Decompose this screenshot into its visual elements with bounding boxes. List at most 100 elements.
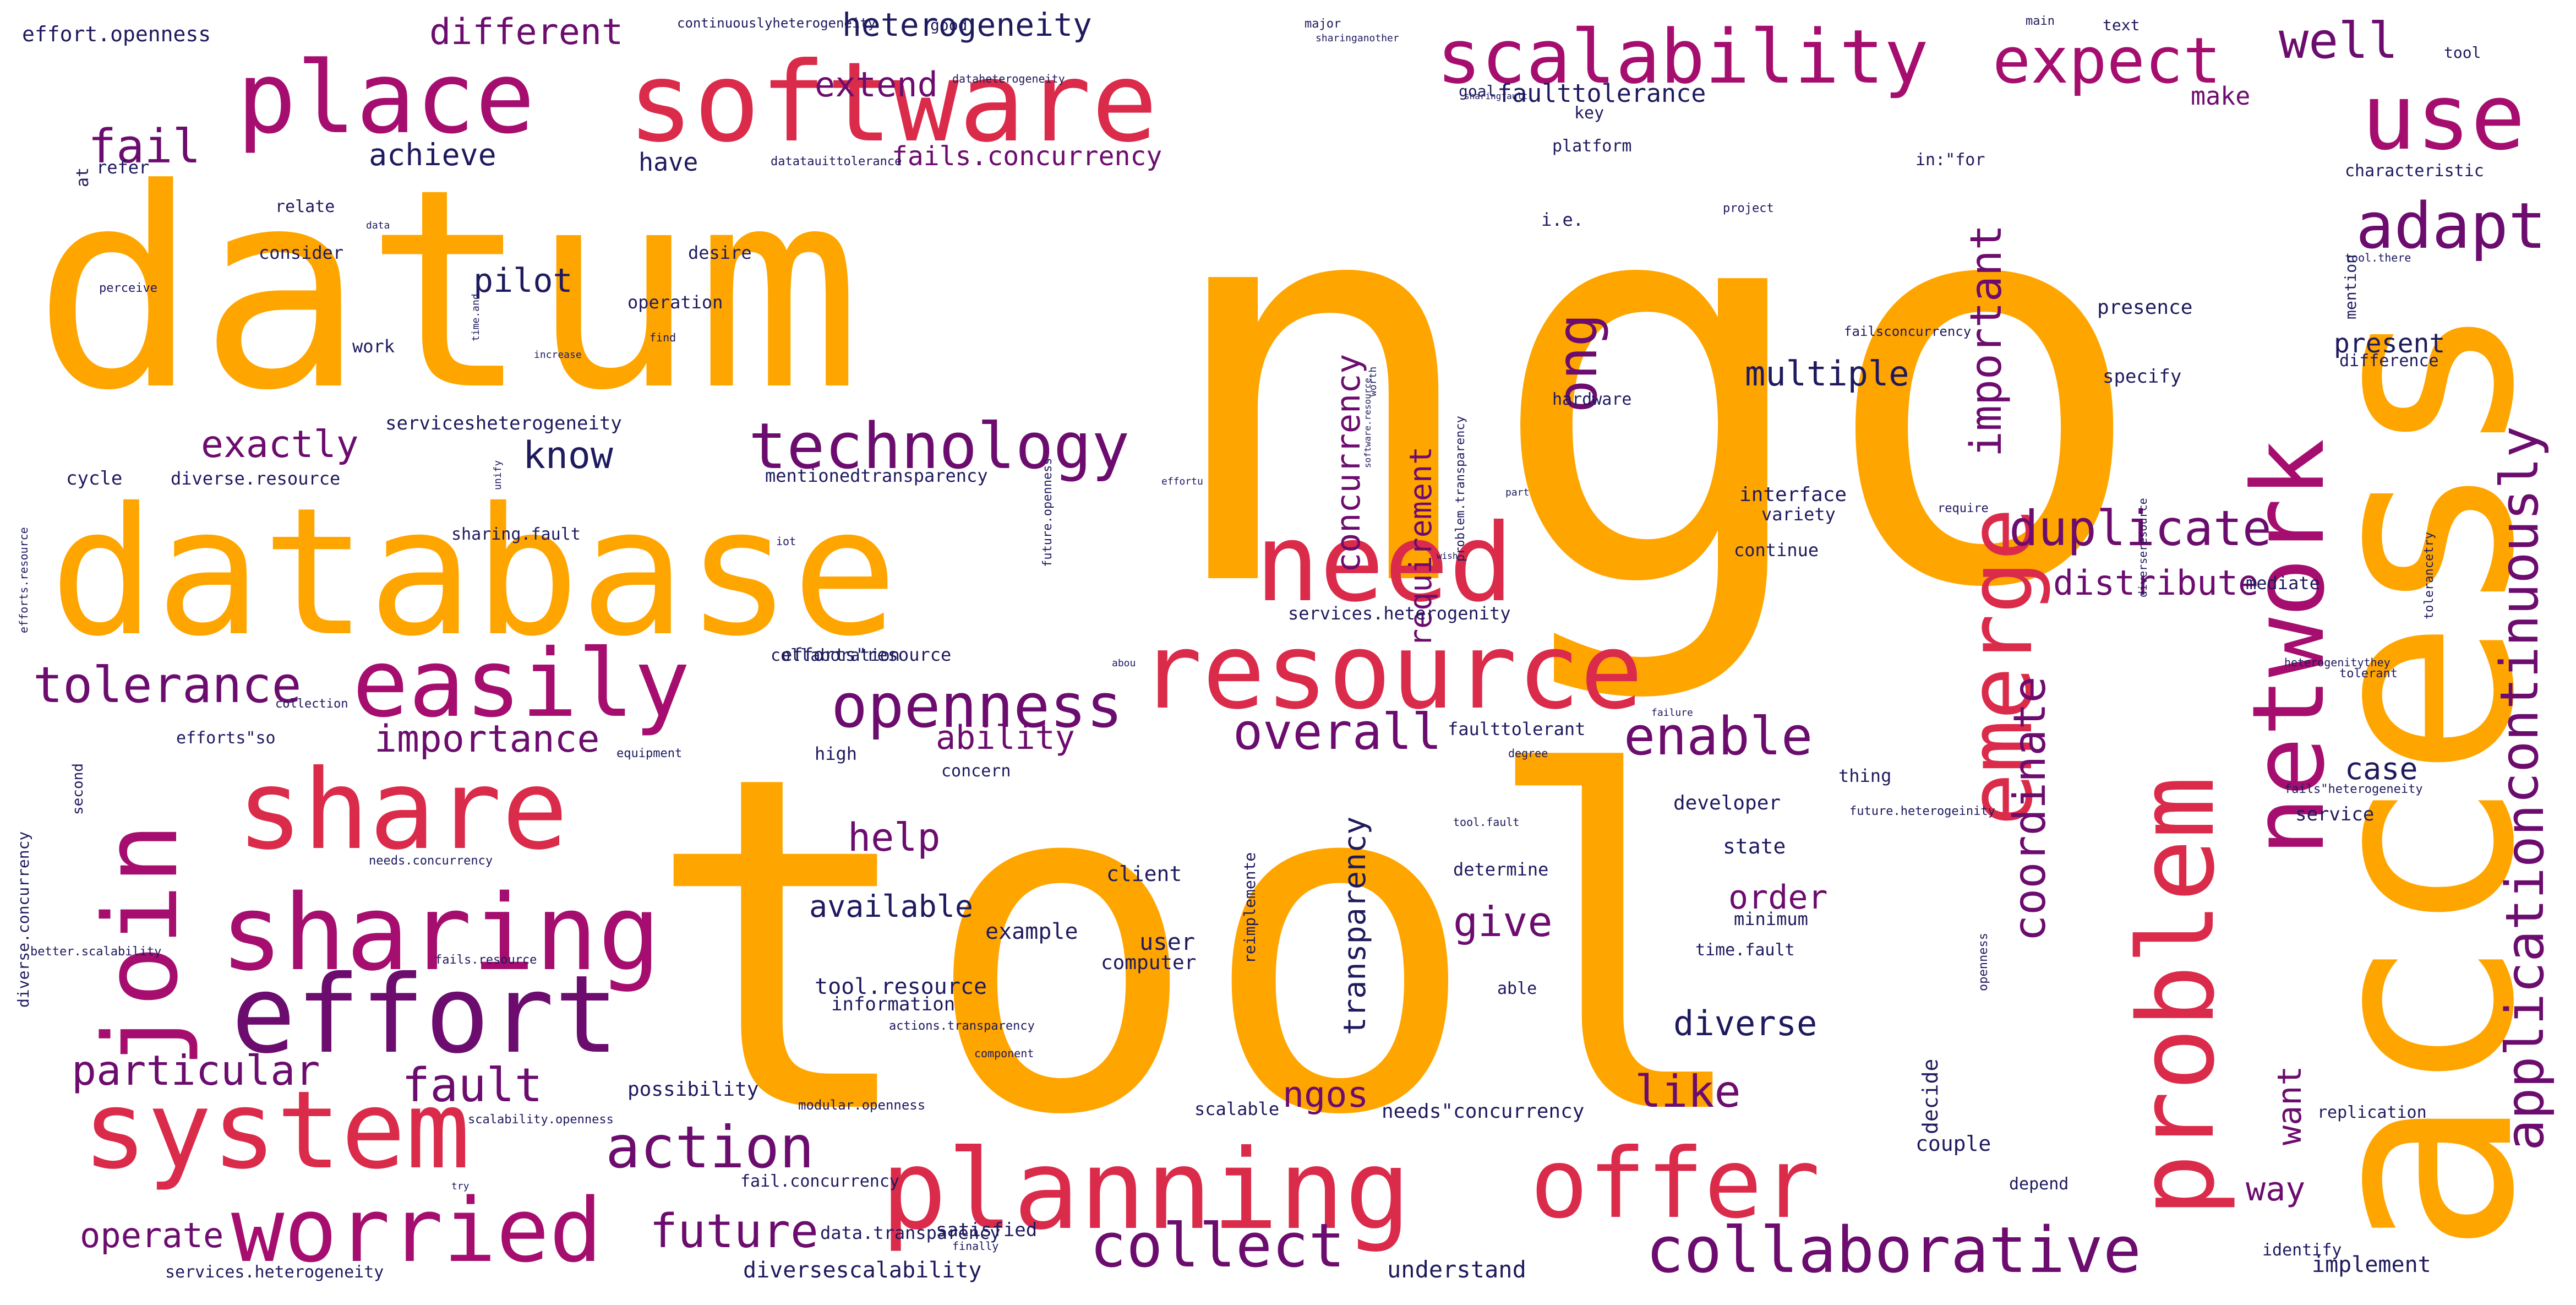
cloud-word: future (650, 1204, 818, 1259)
cloud-word: problem (2116, 776, 2237, 1217)
cloud-word: heterogenitythey (2284, 656, 2391, 669)
cloud-word: efforts"so (176, 728, 276, 748)
cloud-word: specify (2103, 366, 2181, 388)
cloud-word: fail (88, 119, 201, 174)
cloud-word: effortu (1161, 476, 1203, 487)
cloud-word: share (237, 746, 568, 874)
cloud-word: resource (1139, 611, 1643, 732)
cloud-word: efforts"resource (782, 644, 951, 665)
cloud-word: diverse (1673, 1003, 1817, 1043)
cloud-word: component (974, 1047, 1034, 1060)
cloud-word: technology (749, 410, 1129, 483)
cloud-word: cycle (66, 467, 122, 490)
cloud-word: fault (402, 1058, 543, 1113)
cloud-word: adapt (2356, 189, 2546, 263)
cloud-word: mention (2342, 254, 2360, 319)
cloud-word: major (1305, 17, 1341, 31)
cloud-word: relate (275, 197, 335, 216)
cloud-word: join (81, 823, 200, 1068)
cloud-word: sharingfault (1464, 91, 1528, 101)
cloud-word: heterogeneity (842, 6, 1092, 44)
cloud-word: operation (627, 292, 723, 313)
cloud-word: mentionedtransparency (765, 465, 988, 486)
cloud-word: fail.concurrency (740, 1172, 899, 1191)
cloud-word: openness (1977, 933, 1990, 991)
cloud-word: fails.concurrency (892, 141, 1162, 172)
cloud-word: efforts.resource (17, 527, 30, 633)
cloud-word: overall (1233, 703, 1442, 761)
cloud-word: effort (231, 952, 619, 1077)
cloud-word: multiple (1745, 354, 1909, 394)
cloud-word: coordinate (2004, 676, 2055, 942)
cloud-word: possibility (627, 1078, 758, 1101)
cloud-word: at (73, 167, 92, 187)
cloud-word: network (2231, 438, 2346, 856)
cloud-word: platform (1552, 137, 1632, 156)
cloud-word: available (809, 889, 973, 924)
cloud-word: importance (374, 717, 599, 761)
cloud-word: emerge (1949, 508, 2052, 826)
cloud-word: difference (2339, 351, 2439, 371)
cloud-word: high (815, 743, 857, 764)
cloud-word: understand (1387, 1256, 1526, 1283)
cloud-word: perceive (99, 281, 157, 295)
cloud-word: time.and (470, 293, 482, 341)
cloud-word: sharing.fault (451, 525, 581, 544)
cloud-word: scalable (1194, 1099, 1279, 1119)
cloud-word: continue (1734, 540, 1819, 561)
cloud-word: characteristic (2345, 161, 2484, 181)
cloud-word: problem.transparency (1454, 416, 1467, 562)
cloud-word: equipment (616, 747, 682, 760)
cloud-word: action (605, 1114, 814, 1181)
cloud-word: try (451, 1181, 470, 1192)
cloud-word: actions.transparency (889, 1019, 1035, 1033)
cloud-word: tool.there (2345, 251, 2411, 264)
cloud-word: extend (815, 64, 938, 105)
cloud-word: needs.concurrency (369, 854, 493, 868)
cloud-word: different (429, 12, 623, 53)
cloud-word: iot (776, 535, 796, 548)
cloud-word: sharing (220, 872, 661, 994)
cloud-word: planning (881, 1126, 1411, 1254)
cloud-word: like (1635, 1066, 1741, 1117)
cloud-word: failure (1651, 707, 1693, 719)
cloud-word: identify (2262, 1241, 2342, 1260)
cloud-word: achieve (369, 137, 496, 172)
cloud-word: future.openness (1041, 458, 1055, 567)
cloud-word: decide (1918, 1059, 1942, 1134)
cloud-word: want (2271, 1066, 2309, 1146)
cloud-word: make (2191, 81, 2250, 111)
cloud-word: depend (2009, 1174, 2069, 1194)
cloud-word: services.heterogeneity (165, 1263, 384, 1282)
cloud-word: increase (534, 349, 582, 361)
cloud-word: sharinganother (1316, 32, 1399, 44)
cloud-word: implement (2312, 1252, 2431, 1277)
cloud-word: place (237, 41, 535, 156)
cloud-word: interface (1739, 483, 1847, 506)
cloud-word: use (2361, 64, 2525, 170)
cloud-word: diversescalability (743, 1258, 981, 1283)
cloud-word: ong (1545, 313, 1609, 413)
cloud-word: diverseresource (2136, 498, 2149, 597)
cloud-word: data (366, 220, 390, 231)
cloud-word: information (831, 993, 955, 1015)
cloud-word: collaborative (1646, 1214, 2141, 1287)
cloud-word: dataheterogeneity (952, 72, 1065, 85)
cloud-word: abou (1112, 657, 1136, 669)
cloud-word: duplicate (2009, 500, 2272, 557)
cloud-word: unify (492, 460, 504, 490)
cloud-word: well (2279, 12, 2398, 70)
cloud-word: good (930, 16, 967, 34)
cloud-word: variety (1761, 504, 1836, 525)
cloud-word: goal (1459, 82, 1496, 100)
cloud-word: data.transparency (820, 1222, 1001, 1243)
cloud-word: system (83, 1068, 470, 1193)
cloud-word: datatauittolerance (771, 155, 902, 168)
cloud-word: worried (231, 1179, 602, 1282)
cloud-word: tool (2444, 44, 2481, 62)
cloud-word: fails"heterogeneity (2284, 782, 2423, 796)
cloud-word: desire (688, 242, 752, 263)
cloud-word: service (2295, 803, 2374, 825)
cloud-word: able (1497, 979, 1537, 998)
